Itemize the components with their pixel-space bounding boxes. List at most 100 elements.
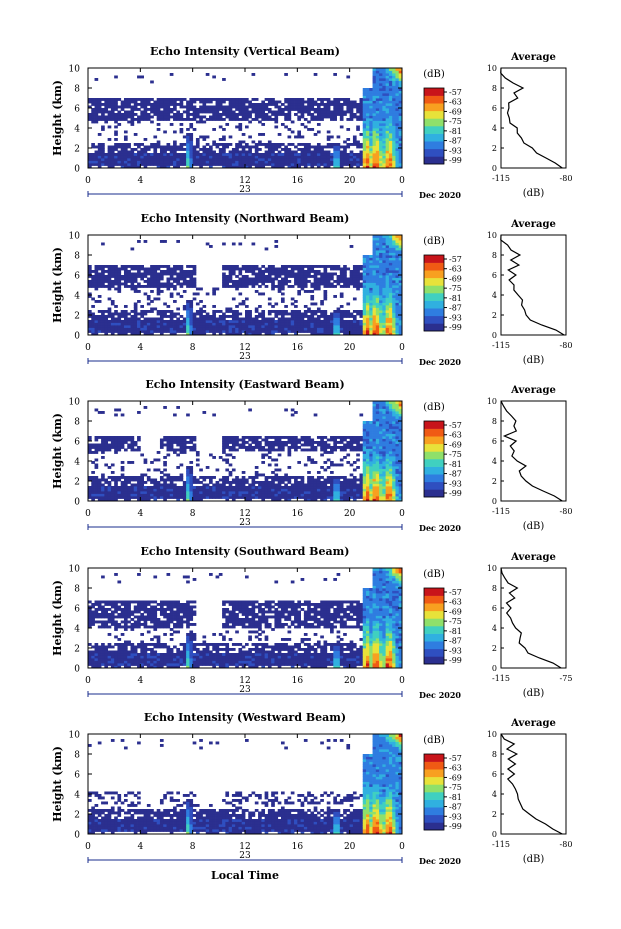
heatmap-cell: [300, 123, 305, 126]
heatmap-cell: [375, 140, 380, 144]
heatmap-cell: [225, 496, 230, 499]
heatmap-cell: [143, 105, 148, 109]
heatmap-cell: [146, 322, 151, 326]
heatmap-cell: [310, 270, 315, 273]
heatmap-cell: [101, 448, 105, 452]
heatmap-cell: [218, 330, 223, 333]
heatmap-cell: [254, 320, 259, 323]
heatmap-cell: [369, 265, 373, 268]
heatmap-cell: [258, 108, 262, 111]
heatmap-cell: [388, 325, 393, 328]
heatmap-cell: [248, 496, 252, 499]
heatmap-cell: [303, 463, 308, 467]
heatmap-cell: [130, 322, 135, 326]
heatmap-cell: [245, 330, 249, 333]
heatmap-cell: [388, 110, 393, 114]
heatmap-cell: [245, 325, 249, 328]
heatmap-cell: [202, 330, 207, 333]
heatmap-cell: [379, 150, 383, 154]
heatmap-cell: [186, 327, 190, 331]
heatmap-cell: [336, 317, 341, 321]
heatmap-cell: [274, 498, 279, 502]
heatmap-cell: [313, 413, 318, 417]
heatmap-cell: [176, 478, 180, 482]
heatmap-cell: [320, 160, 324, 164]
heatmap-cell: [218, 327, 223, 331]
heatmap-cell: [212, 305, 216, 308]
heatmap-cell: [258, 488, 262, 492]
heatmap-cell: [209, 145, 213, 149]
heatmap-cell: [369, 98, 373, 101]
heatmap-cell: [189, 486, 194, 489]
heatmap-cell: [94, 103, 99, 106]
heatmap-cell: [241, 327, 246, 331]
heatmap-cell: [310, 302, 315, 306]
heatmap-cell: [153, 148, 158, 151]
heatmap-cell: [133, 483, 138, 487]
heatmap-cell: [130, 486, 135, 489]
heatmap-cell: [388, 237, 393, 241]
heatmap-cell: [189, 448, 194, 452]
heatmap-cell: [316, 481, 321, 484]
heatmap-cell: [388, 300, 393, 303]
heatmap-cell: [349, 143, 354, 146]
heatmap-cell: [94, 265, 99, 268]
heatmap-cell: [362, 125, 367, 129]
heatmap-cell: [261, 153, 266, 156]
heatmap-cell: [192, 297, 197, 301]
heatmap-cell: [388, 277, 393, 281]
heatmap-cell: [241, 488, 246, 492]
heatmap-cell: [120, 461, 125, 464]
heatmap-cell: [274, 118, 279, 121]
heatmap-cell: [287, 280, 292, 283]
heatmap-cell: [182, 277, 187, 281]
heatmap-cell: [369, 272, 373, 276]
heatmap-cell: [375, 332, 380, 336]
heatmap-cell: [258, 332, 262, 336]
heatmap-cell: [294, 105, 298, 109]
heatmap-cell: [166, 476, 171, 479]
heatmap-cell: [333, 100, 337, 104]
heatmap-cell: [186, 325, 190, 328]
heatmap-cell: [398, 282, 403, 286]
heatmap-cell: [375, 302, 380, 306]
heatmap-cell: [117, 270, 122, 273]
heatmap-cell: [352, 100, 357, 104]
heatmap-cell: [212, 332, 216, 336]
heatmap-cell: [303, 163, 308, 166]
heatmap-cell: [385, 307, 390, 311]
heatmap-cell: [140, 315, 144, 318]
heatmap-cell: [117, 315, 122, 318]
heatmap-cell: [186, 145, 190, 149]
heatmap-cell: [274, 463, 279, 467]
heatmap-cell: [323, 483, 328, 487]
heatmap-cell: [159, 478, 164, 482]
heatmap-cell: [189, 133, 194, 136]
heatmap-cell: [163, 165, 167, 169]
heatmap-cell: [238, 100, 243, 104]
heatmap-cell: [189, 277, 194, 281]
heatmap-cell: [176, 307, 180, 311]
heatmap-cell: [120, 277, 125, 281]
x-tick-label: 0: [399, 343, 405, 353]
heatmap-cell: [169, 100, 174, 104]
heatmap-cell: [313, 148, 318, 151]
heatmap-cell: [202, 163, 207, 166]
heatmap-cell: [320, 277, 324, 281]
heatmap-cell: [146, 163, 151, 166]
heatmap-cell: [388, 320, 393, 323]
heatmap-cell: [297, 486, 301, 489]
heatmap-cell: [182, 441, 187, 444]
heatmap-cell: [195, 322, 200, 326]
heatmap-cell: [156, 113, 161, 116]
heatmap-cell: [316, 320, 321, 323]
heatmap-cell: [199, 118, 203, 121]
heatmap-cell: [199, 317, 203, 321]
heatmap-cell: [349, 315, 354, 318]
heatmap-cell: [379, 272, 383, 276]
heatmap-cell: [395, 120, 400, 124]
heatmap-cell: [379, 85, 383, 89]
heatmap-cell: [169, 493, 174, 497]
heatmap-cell: [248, 327, 252, 331]
heatmap-cell: [297, 496, 301, 499]
